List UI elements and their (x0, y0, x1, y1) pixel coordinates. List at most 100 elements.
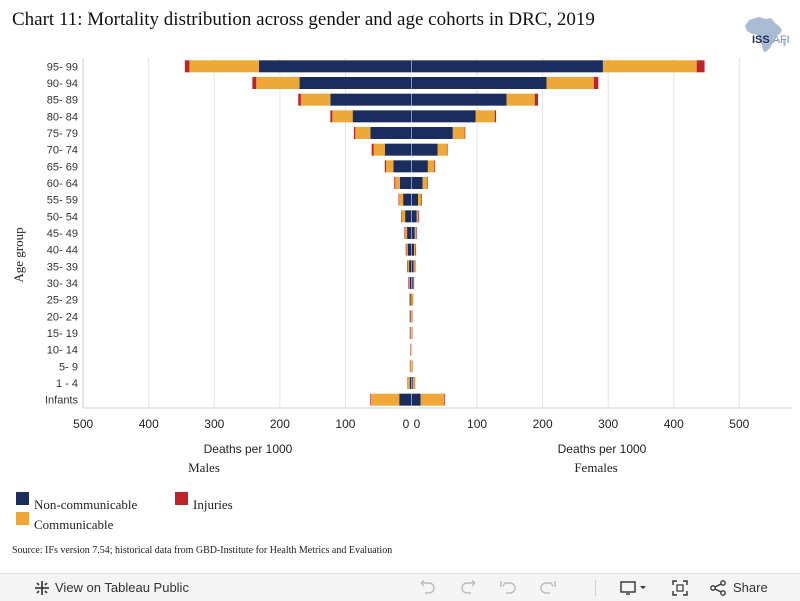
male-bar-non-communicable[interactable] (408, 244, 411, 256)
male-bar-communicable[interactable] (410, 294, 411, 306)
male-bar-non-communicable[interactable] (410, 377, 411, 389)
male-bar-communicable[interactable] (371, 394, 399, 406)
female-bar-communicable[interactable] (413, 377, 415, 389)
female-bar-communicable[interactable] (413, 260, 414, 272)
male-bar-non-communicable[interactable] (330, 94, 411, 106)
male-bar-communicable[interactable] (410, 360, 411, 372)
share-button[interactable]: Share (733, 574, 768, 601)
male-bar-non-communicable[interactable] (385, 144, 411, 156)
male-bar-non-communicable[interactable] (400, 177, 411, 189)
male-bar-injuries[interactable] (385, 160, 386, 172)
male-bar-communicable[interactable] (256, 77, 299, 89)
female-bar-communicable[interactable] (412, 294, 413, 306)
female-bar-non-communicable[interactable] (412, 277, 413, 289)
forward-icon[interactable] (540, 580, 556, 596)
male-bar-injuries[interactable] (185, 60, 190, 72)
fullscreen-icon[interactable] (672, 580, 688, 596)
female-bar-communicable[interactable] (476, 110, 495, 122)
male-bar-communicable[interactable] (409, 277, 410, 289)
male-bar-injuries[interactable] (404, 227, 405, 239)
male-bar-non-communicable[interactable] (300, 77, 411, 89)
female-bar-non-communicable[interactable] (412, 227, 415, 239)
female-bar-injuries[interactable] (447, 144, 448, 156)
male-bar-communicable[interactable] (410, 327, 411, 339)
female-bar-non-communicable[interactable] (412, 110, 476, 122)
female-bar-communicable[interactable] (428, 160, 435, 172)
view-on-tableau-public-link[interactable]: View on Tableau Public (55, 574, 189, 601)
male-bar-injuries[interactable] (370, 394, 371, 406)
revert-icon[interactable] (500, 580, 516, 596)
male-bar-communicable[interactable] (395, 177, 400, 189)
female-bar-non-communicable[interactable] (412, 194, 419, 206)
male-bar-injuries[interactable] (407, 260, 408, 272)
male-bar-communicable[interactable] (374, 144, 385, 156)
female-bar-communicable[interactable] (423, 177, 428, 189)
redo-icon[interactable] (460, 580, 476, 596)
female-bar-non-communicable[interactable] (412, 127, 453, 139)
female-bar-injuries[interactable] (434, 160, 435, 172)
male-bar-injuries[interactable] (330, 110, 332, 122)
male-bar-non-communicable[interactable] (370, 127, 411, 139)
female-bar-non-communicable[interactable] (412, 94, 507, 106)
male-bar-non-communicable[interactable] (409, 260, 411, 272)
female-bar-non-communicable[interactable] (412, 210, 417, 222)
male-bar-communicable[interactable] (386, 160, 393, 172)
undo-icon[interactable] (420, 580, 436, 596)
male-bar-injuries[interactable] (298, 94, 301, 106)
female-bar-communicable[interactable] (603, 60, 697, 72)
female-bar-communicable[interactable] (418, 194, 421, 206)
female-bar-communicable[interactable] (415, 227, 416, 239)
female-bar-injuries[interactable] (594, 77, 599, 89)
female-bar-non-communicable[interactable] (412, 160, 428, 172)
male-bar-non-communicable[interactable] (393, 160, 411, 172)
female-bar-injuries[interactable] (416, 227, 417, 239)
female-bar-communicable[interactable] (413, 277, 414, 289)
male-bar-communicable[interactable] (399, 194, 403, 206)
male-bar-communicable[interactable] (410, 310, 411, 322)
female-bar-injuries[interactable] (421, 194, 422, 206)
female-bar-communicable[interactable] (417, 210, 419, 222)
female-bar-non-communicable[interactable] (412, 177, 423, 189)
female-bar-injuries[interactable] (697, 60, 705, 72)
male-bar-communicable[interactable] (189, 60, 258, 72)
male-bar-communicable[interactable] (405, 227, 407, 239)
female-bar-injuries[interactable] (418, 210, 419, 222)
male-bar-non-communicable[interactable] (353, 110, 411, 122)
male-bar-injuries[interactable] (399, 194, 400, 206)
female-bar-communicable[interactable] (438, 144, 447, 156)
female-bar-non-communicable[interactable] (412, 144, 438, 156)
male-bar-injuries[interactable] (372, 144, 374, 156)
male-bar-non-communicable[interactable] (410, 294, 411, 306)
female-bar-communicable[interactable] (547, 77, 594, 89)
female-bar-injuries[interactable] (535, 94, 538, 106)
female-bar-non-communicable[interactable] (412, 77, 547, 89)
female-bar-non-communicable[interactable] (412, 244, 415, 256)
female-bar-communicable[interactable] (507, 94, 535, 106)
female-bar-injuries[interactable] (413, 277, 414, 289)
male-bar-communicable[interactable] (301, 94, 331, 106)
female-bar-injuries[interactable] (415, 260, 416, 272)
female-bar-non-communicable[interactable] (412, 377, 413, 389)
female-bar-injuries[interactable] (415, 244, 416, 256)
male-bar-injuries[interactable] (252, 77, 256, 89)
male-bar-non-communicable[interactable] (403, 194, 411, 206)
male-bar-injuries[interactable] (408, 277, 409, 289)
download-icon[interactable] (620, 580, 648, 596)
male-bar-communicable[interactable] (402, 210, 405, 222)
male-bar-injuries[interactable] (401, 210, 402, 222)
male-bar-communicable[interactable] (332, 110, 352, 122)
male-bar-non-communicable[interactable] (259, 60, 411, 72)
female-bar-communicable[interactable] (412, 360, 413, 372)
female-bar-communicable[interactable] (414, 244, 415, 256)
male-bar-non-communicable[interactable] (410, 277, 411, 289)
female-bar-non-communicable[interactable] (412, 60, 603, 72)
male-bar-injuries[interactable] (354, 127, 355, 139)
male-bar-non-communicable[interactable] (405, 210, 411, 222)
female-bar-injuries[interactable] (465, 127, 466, 139)
male-bar-injuries[interactable] (394, 177, 395, 189)
male-bar-communicable[interactable] (408, 377, 410, 389)
female-bar-communicable[interactable] (421, 394, 445, 406)
female-bar-communicable[interactable] (453, 127, 465, 139)
female-bar-non-communicable[interactable] (412, 294, 413, 306)
male-bar-non-communicable[interactable] (399, 394, 411, 406)
